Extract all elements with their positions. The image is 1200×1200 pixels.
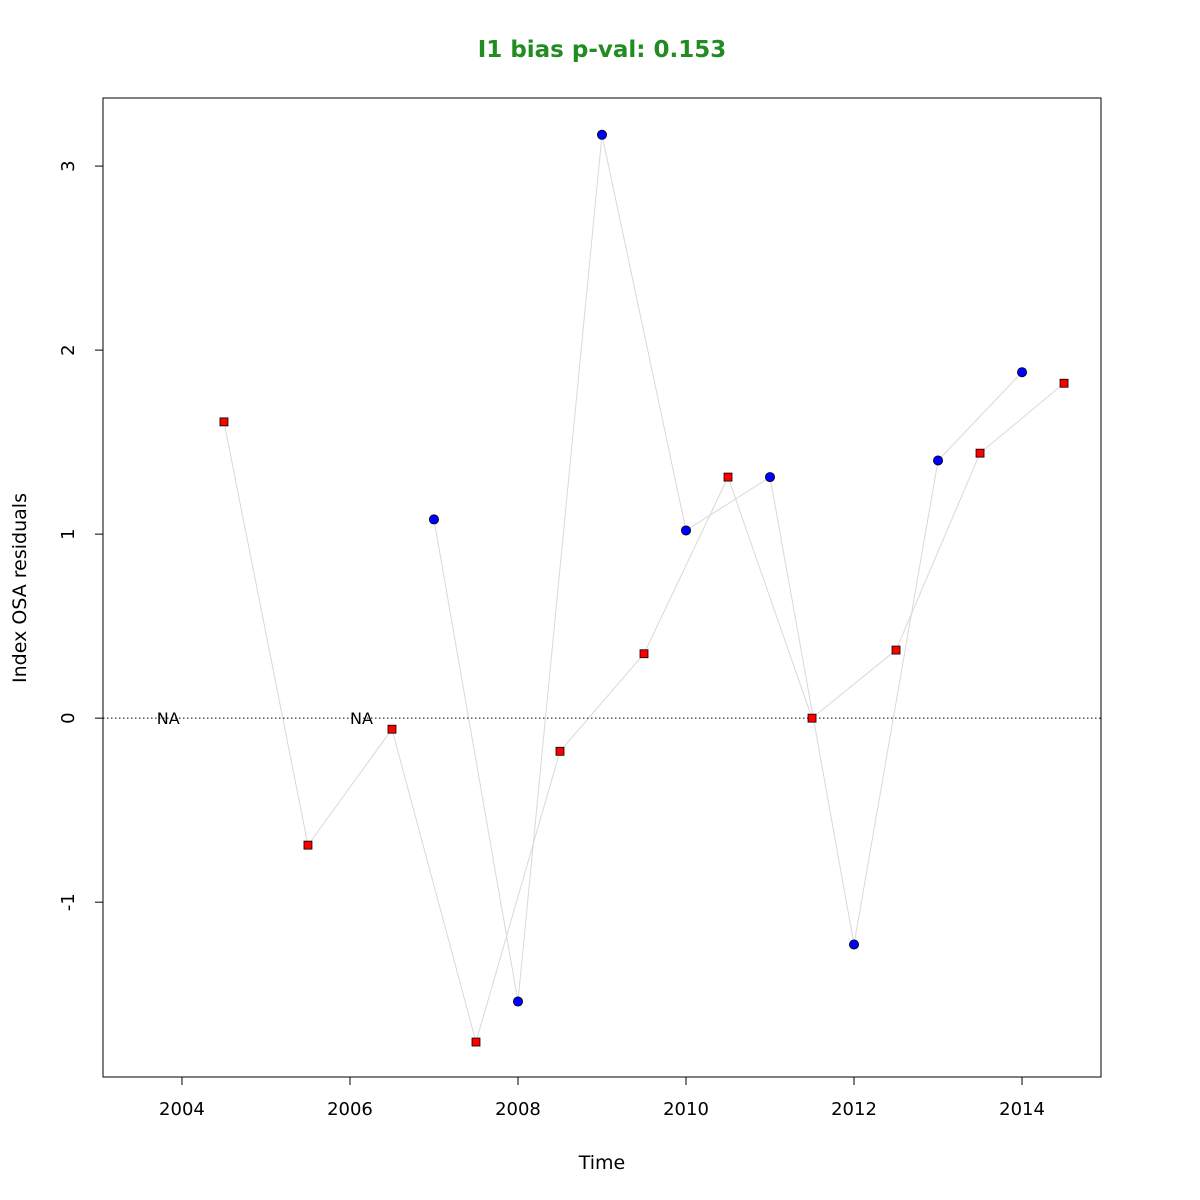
connector-line [517,134,603,1002]
data-point-square [723,472,733,482]
data-point-square [387,724,397,734]
connector-line [643,476,729,654]
plot-frame [102,97,1102,1078]
x-tick-label: 2008 [495,1099,541,1120]
data-point-circle [765,472,776,483]
connector-lines [223,134,1065,1043]
data-point-square [1059,378,1069,388]
connector-line [853,460,939,945]
connector-line [769,476,855,945]
chart-title: I1 bias p-val: 0.153 [478,37,727,63]
y-tick-label: 0 [58,712,79,723]
connector-line [475,751,561,1043]
connector-line [685,476,771,531]
na-label: NA [157,709,180,728]
y-axis-title: Index OSA residuals [9,493,31,683]
data-point-circle [849,939,860,950]
data-point-square [471,1037,481,1047]
x-axis: 2004 2006 2008 2010 2012 2014 [159,1076,1045,1120]
x-tick-label: 2010 [663,1099,709,1120]
data-point-circle [512,996,523,1007]
data-point-square [891,645,901,655]
x-tick-label: 2014 [999,1099,1045,1120]
x-tick-label: 2012 [831,1099,877,1120]
connector-line [391,729,477,1043]
data-point-circle [933,455,944,466]
data-point-square [975,448,985,458]
connector-line [559,653,645,752]
data-point-square [807,713,817,723]
x-axis-title: Time [578,1152,626,1174]
y-tick-label: 2 [58,344,79,355]
data-point-circle [681,525,692,536]
connector-line [727,476,813,719]
x-tick-label: 2004 [159,1099,205,1120]
y-tick-label: 1 [58,528,79,539]
data-point-square [555,746,565,756]
connector-line [895,452,981,651]
na-label: NA [350,709,373,728]
connector-line [307,728,393,846]
connector-line [811,649,897,719]
data-point-circle [428,514,439,525]
connector-line [433,519,519,1002]
na-labels: NA NA [157,709,373,728]
x-tick-label: 2006 [327,1099,373,1120]
y-tick-label: 3 [58,160,79,171]
connector-line [601,134,687,531]
data-point-square [303,840,313,850]
data-point-square [219,417,229,427]
connector-line [223,421,309,846]
data-points [219,129,1069,1047]
connector-line [937,371,1023,461]
data-point-circle [1017,367,1028,378]
y-axis: -1 0 1 2 3 [58,160,104,911]
data-point-square [639,649,649,659]
y-tick-label: -1 [58,893,79,911]
connector-line [979,382,1065,454]
data-point-circle [597,129,608,140]
